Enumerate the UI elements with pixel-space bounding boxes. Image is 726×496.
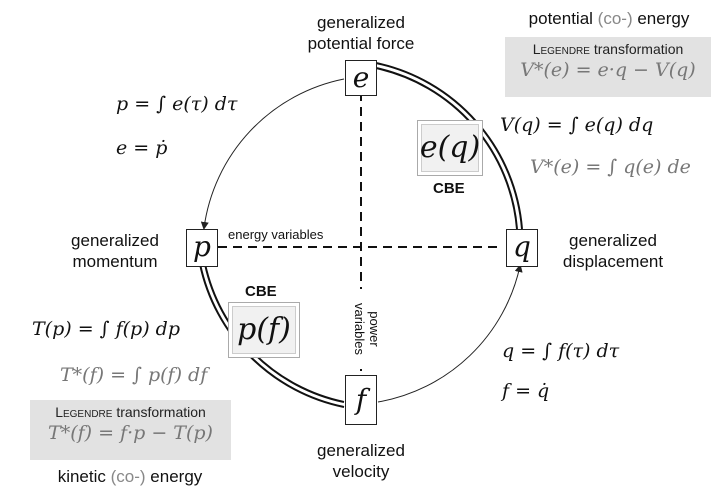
kinetic-legendre-equation: T*(f) = f·p − T(p) [48,422,213,444]
eq-V-star: V*(e) = ∫ q(e) de [530,156,691,178]
eq-V-of-q: V(q) = ∫ e(q) dq [500,114,654,136]
kinetic-energy-heading: kinetic (co-) energy [57,467,203,486]
p-node-label: generalized momentum [71,231,159,271]
energy-variables-label: energy variables [226,227,326,242]
kinetic-legendre-title: Legendre transformation [55,404,206,420]
eq-T-of-p: T(p) = ∫ f(p) dp [32,318,180,340]
arrow-f-to-q [377,264,523,403]
eq-e-dot: e = ṗ [116,137,168,159]
eq-T-star: T*(f) = ∫ p(f) df [60,364,208,386]
f-node-label: generalized velocity [317,441,405,481]
p-of-f-box: p(f) [228,302,300,358]
eq-q-integral: q = ∫ f(τ) dτ [502,340,620,362]
cbe-label-top: CBE [433,180,465,197]
e-node-label: generalized potential force [307,13,415,53]
node-q-box: q [506,229,538,267]
node-e-box: e [345,60,377,96]
power-label-line1: power [367,311,382,347]
potential-legendre-title: Legendre transformation [532,41,684,57]
node-f-box: f [345,375,377,425]
potential-energy-heading: potential (co-) energy [528,9,690,28]
cbe-label-bottom: CBE [245,283,277,300]
power-label-line2: variables [352,302,367,356]
power-variables-label: power variables [335,289,395,369]
potential-legendre-panel: Legendre transformation V*(e) = e·q − V(… [505,37,711,97]
e-of-q-box: e(q) [417,120,483,176]
eq-p-integral: p = ∫ e(τ) dτ [116,93,238,115]
node-p-box: p [186,229,218,267]
q-node-label: generalized displacement [562,231,664,271]
kinetic-legendre-panel: Legendre transformation T*(f) = f·p − T(… [30,400,231,460]
arrow-e-to-p [200,78,345,230]
eq-f-dot: f = q̇ [502,380,550,402]
potential-legendre-equation: V*(e) = e·q − V(q) [520,59,696,81]
